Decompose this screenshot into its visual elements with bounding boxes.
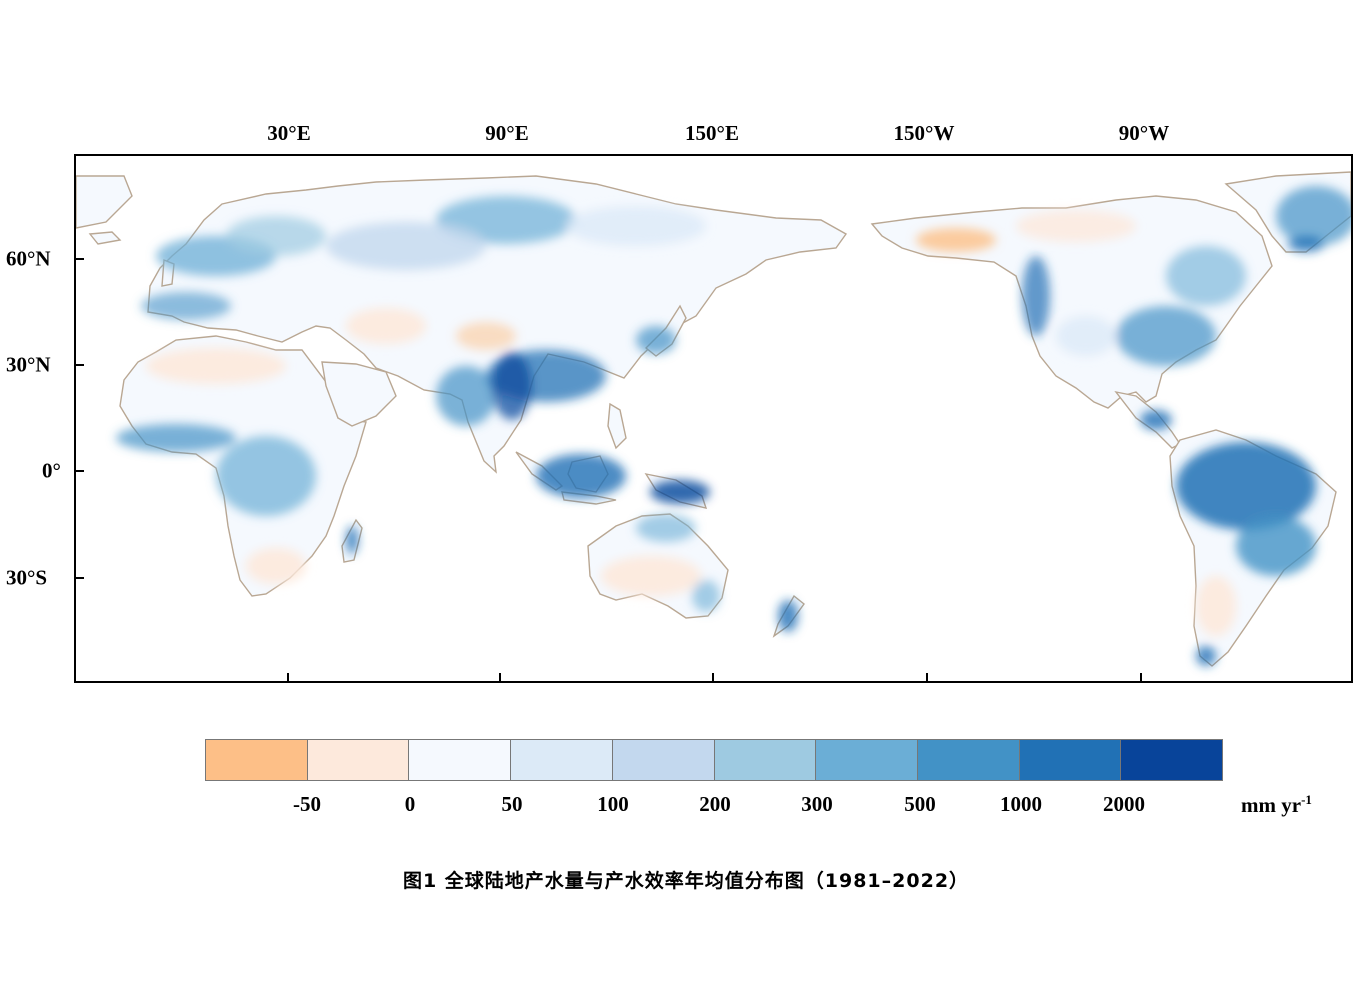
legend-label: 50	[501, 792, 523, 816]
legend-label: 2000	[1103, 792, 1145, 816]
legend-swatch-8	[917, 740, 1020, 780]
legend-label: 500	[904, 792, 936, 816]
lon-label-90w: 90°W	[1118, 121, 1170, 145]
legend-label: -50	[293, 792, 321, 816]
legend-label: 100	[597, 792, 629, 816]
legend-label: 300	[801, 792, 833, 816]
tick-y-30n	[74, 364, 84, 366]
lon-label-30e: 30°E	[267, 121, 311, 145]
tick-x-150w	[926, 673, 928, 683]
lon-label-150w: 150°W	[893, 121, 955, 145]
lon-label-150e: 150°E	[685, 121, 739, 145]
tick-x-30e	[287, 673, 289, 683]
colorbar-legend	[205, 739, 1223, 781]
map-canvas	[76, 171, 1351, 667]
legend-label: 1000	[1000, 792, 1042, 816]
legend-label: 200	[699, 792, 731, 816]
tick-y-0	[74, 470, 84, 472]
lat-label-30s: 30°S	[6, 565, 48, 590]
landmass-philippines	[607, 402, 627, 450]
water-yield-layer	[116, 186, 1351, 666]
legend-swatch-9	[1019, 740, 1122, 780]
tick-y-30s	[74, 577, 84, 579]
lon-label-90e: 90°E	[485, 121, 529, 145]
legend-swatch-2	[307, 740, 410, 780]
tick-x-90e	[499, 673, 501, 683]
legend-unit: mm yr-1	[1241, 792, 1312, 817]
legend-swatch-5	[612, 740, 715, 780]
landmass-arabia	[321, 361, 397, 427]
figure-caption: 图1 全球陆地产水量与产水效率年均值分布图（1981–2022）	[402, 870, 970, 892]
legend-swatch-6	[714, 740, 817, 780]
tick-y-60n	[74, 258, 84, 260]
legend-swatch-10	[1121, 740, 1223, 780]
legend-swatch-4	[511, 740, 613, 780]
legend-swatch-1	[206, 740, 308, 780]
legend-swatch-7	[816, 740, 918, 780]
lat-label-0: 0°	[42, 458, 61, 483]
lat-label-60n: 60°N	[6, 246, 51, 271]
tick-x-150e	[712, 673, 714, 683]
legend-label: 0	[404, 792, 416, 816]
lat-label-30n: 30°N	[6, 352, 51, 377]
tick-x-90w	[1140, 673, 1142, 683]
world-map	[74, 154, 1353, 683]
landmass-edge-west	[76, 175, 133, 229]
legend-swatch-3	[409, 740, 512, 780]
landmass-iceland	[88, 231, 122, 245]
